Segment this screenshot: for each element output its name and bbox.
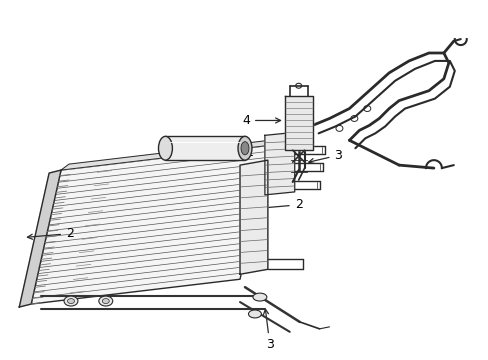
Text: 1: 1 [214, 146, 253, 159]
Polygon shape [19, 170, 61, 307]
Ellipse shape [102, 298, 109, 303]
Text: 2: 2 [27, 227, 74, 240]
Polygon shape [165, 136, 244, 160]
Polygon shape [264, 132, 294, 195]
Ellipse shape [64, 296, 78, 306]
Text: 4: 4 [242, 114, 280, 127]
Text: 3: 3 [263, 309, 273, 351]
Polygon shape [284, 96, 312, 150]
Ellipse shape [99, 296, 113, 306]
Text: 3: 3 [308, 149, 342, 163]
Ellipse shape [238, 136, 251, 160]
Ellipse shape [67, 298, 74, 303]
Ellipse shape [241, 142, 248, 155]
Polygon shape [31, 145, 269, 304]
Ellipse shape [158, 136, 172, 160]
Polygon shape [61, 139, 277, 170]
Polygon shape [240, 160, 267, 274]
Ellipse shape [248, 310, 261, 318]
Text: 2: 2 [245, 198, 302, 211]
Ellipse shape [252, 293, 266, 301]
